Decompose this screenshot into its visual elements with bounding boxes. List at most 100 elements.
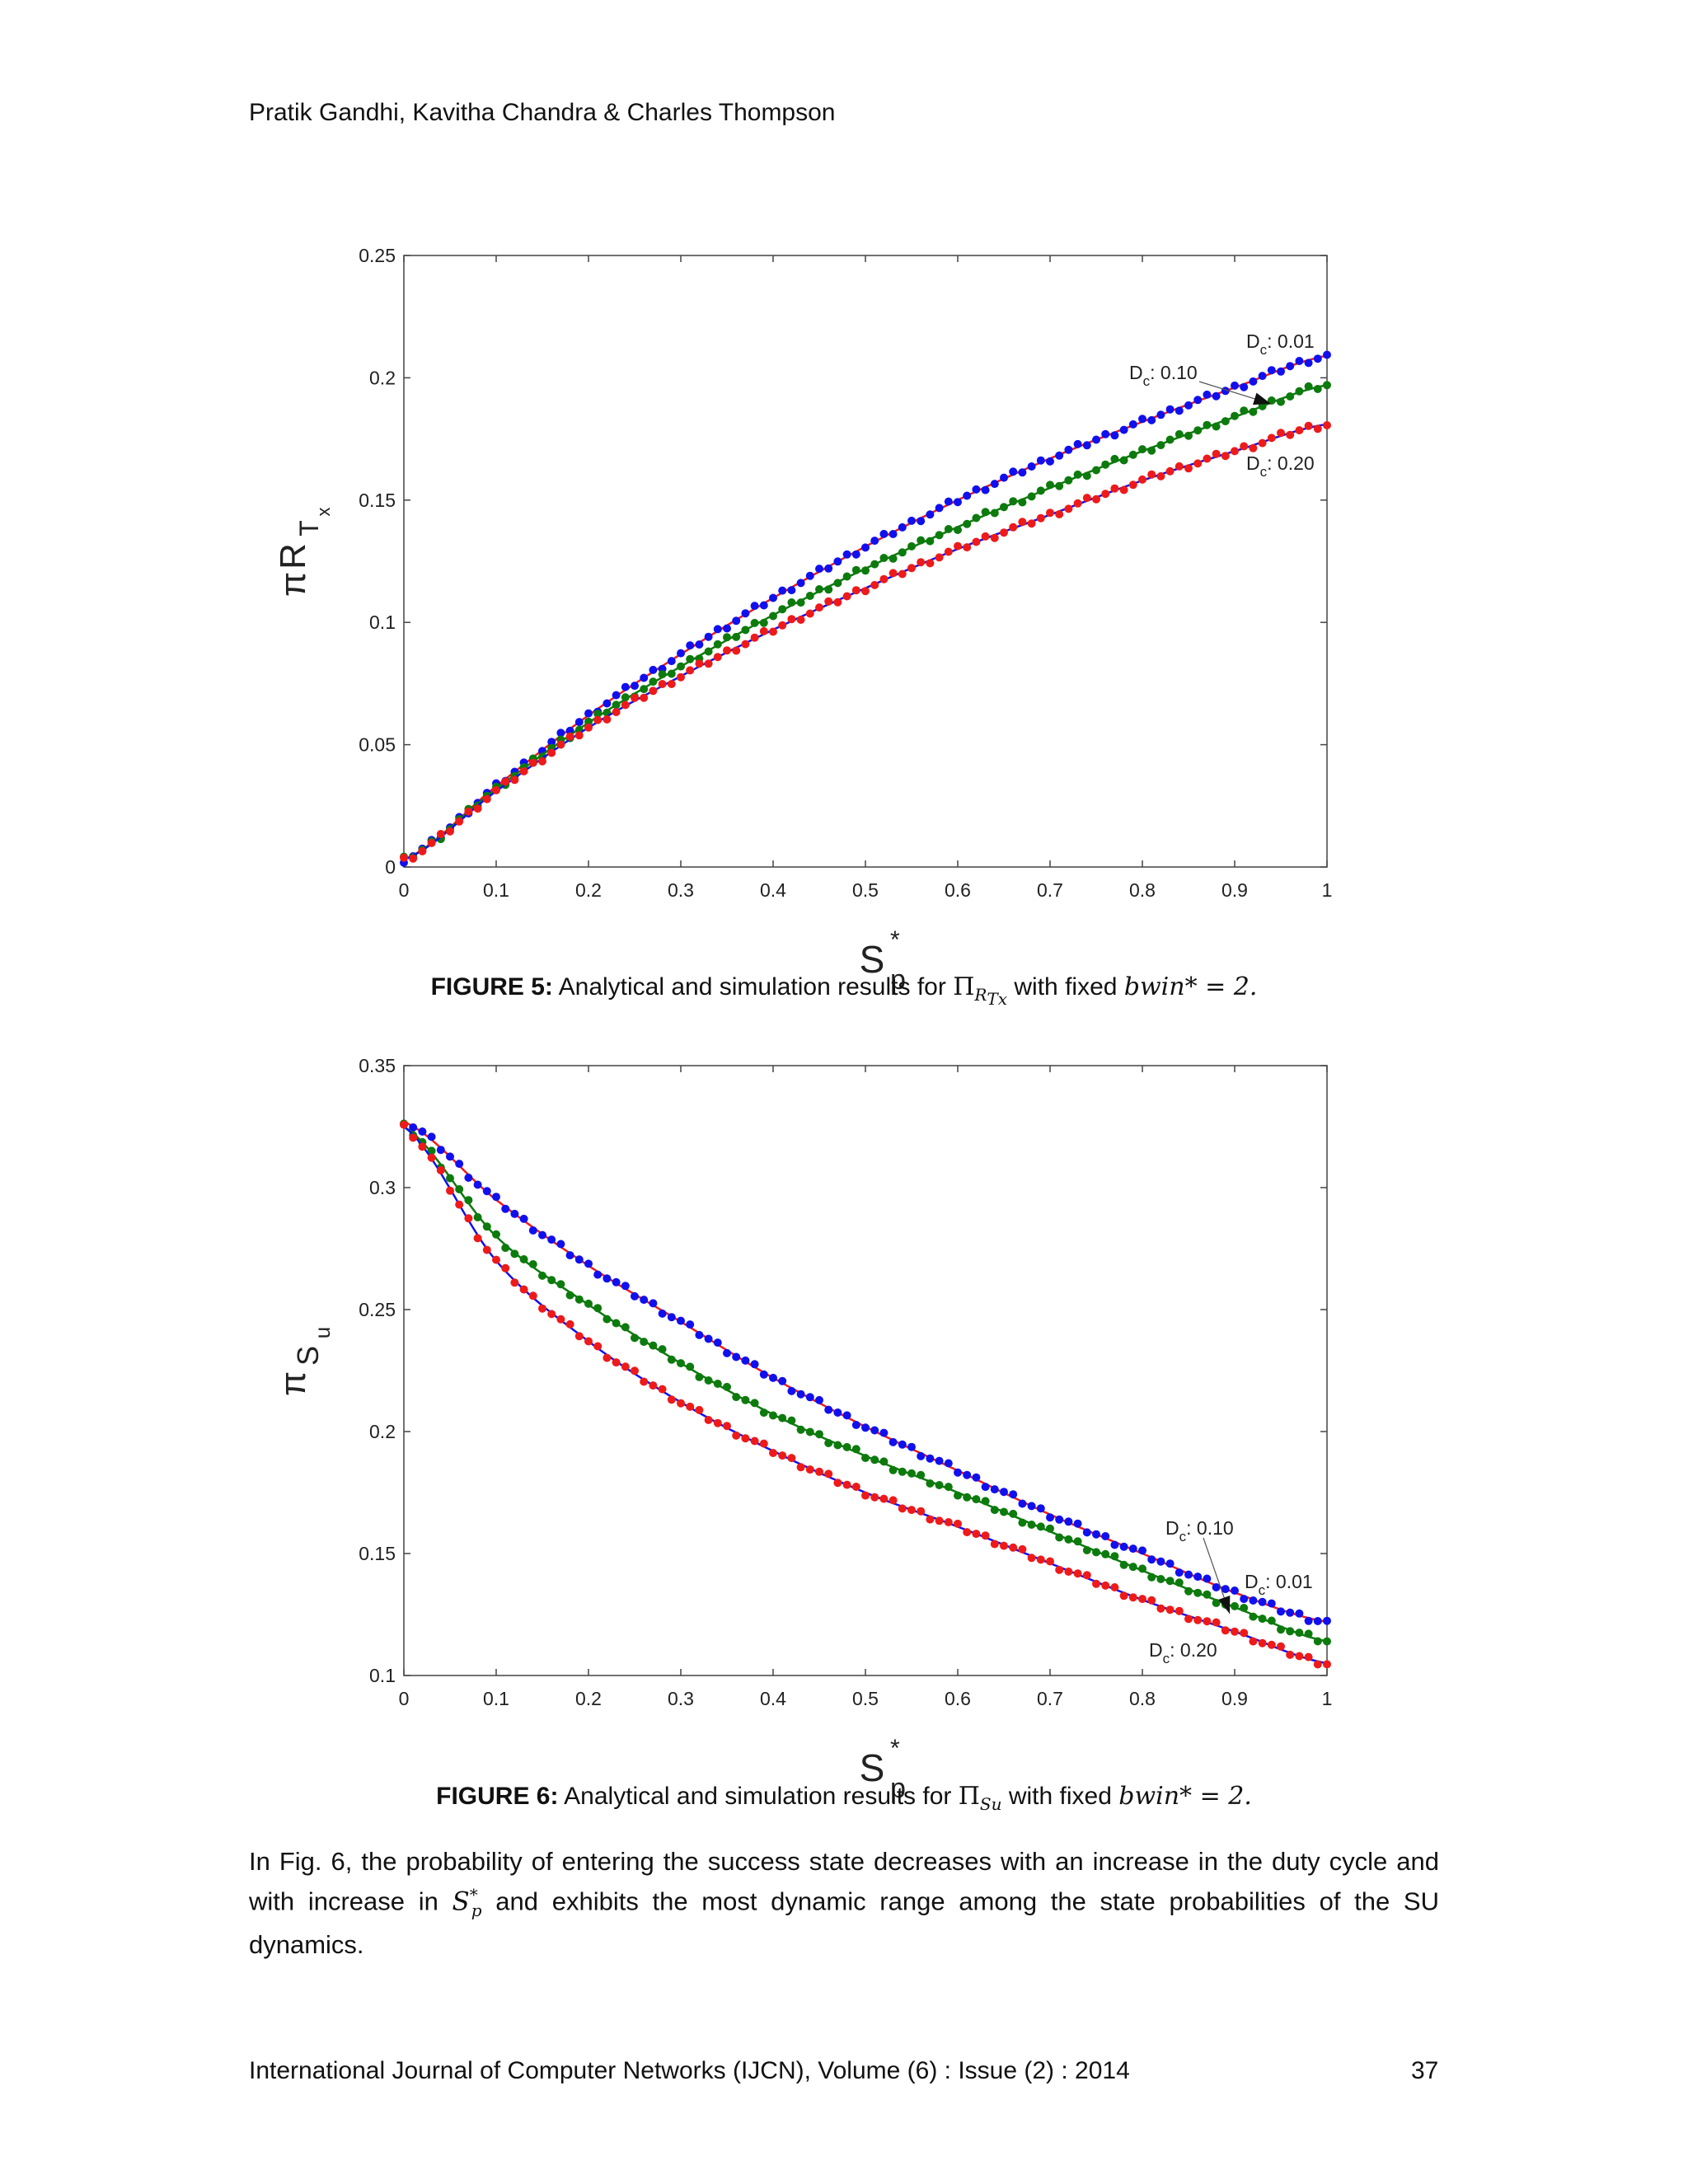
x-tick-label: 0.4 [760, 1688, 786, 1709]
x-axis-label-sup: * [890, 1735, 900, 1762]
series-point-blue [990, 480, 999, 489]
series-point-blue [870, 1426, 879, 1435]
series-point-green [769, 612, 777, 621]
series-point-blue [667, 657, 676, 666]
y-axis-label-u: u [310, 1327, 335, 1338]
series-point-red [778, 1451, 787, 1460]
series-point-blue [649, 665, 658, 674]
series-point-red [1203, 1617, 1212, 1626]
series-point-green [1249, 1612, 1258, 1621]
series-point-green [1092, 466, 1100, 475]
series-point-green [824, 585, 833, 594]
series-point-blue [824, 1405, 833, 1414]
series-point-red [1304, 421, 1313, 430]
series-point-blue [1165, 405, 1175, 414]
series-point-blue [954, 1468, 962, 1477]
series-point-red [1323, 1660, 1331, 1669]
series-point-blue [1110, 1540, 1119, 1549]
series-point-green [972, 1495, 981, 1504]
series-point-blue [1119, 425, 1128, 434]
series-point-green [464, 1196, 473, 1205]
series-point-red [528, 1291, 537, 1301]
series-point-green [1231, 411, 1239, 420]
series-point-blue [944, 1459, 953, 1468]
series-point-red [556, 740, 565, 749]
series-point-blue [1000, 1488, 1008, 1497]
series-point-green [1009, 497, 1018, 506]
series-point-red [1147, 470, 1156, 479]
series-point-red [917, 1507, 926, 1516]
series-point-green [796, 598, 805, 607]
series-point-red [889, 1496, 898, 1505]
series-point-green [990, 509, 999, 518]
series-point-blue [851, 550, 860, 559]
series-point-red [1064, 504, 1073, 513]
series-point-red [990, 533, 999, 542]
series-point-green [528, 1260, 537, 1268]
series-point-green [898, 548, 907, 557]
series-point-red [889, 569, 898, 578]
series-point-blue [1092, 1530, 1100, 1539]
series-point-blue [649, 1299, 658, 1308]
series-point-red [427, 1153, 436, 1162]
series-point-red [1304, 1652, 1313, 1661]
series-point-blue [963, 491, 972, 500]
series-point-red [954, 1519, 962, 1528]
series-point-red [833, 1479, 842, 1488]
figure-6-label: FIGURE 6: [436, 1783, 559, 1810]
series-point-blue [1221, 1585, 1230, 1594]
y-axis-label-t: T [294, 520, 324, 537]
series-point-red [621, 701, 630, 710]
series-point-red [667, 680, 676, 688]
series-point-green [1036, 1522, 1045, 1531]
x-axis-label: S [860, 938, 885, 981]
series-point-red [990, 1540, 999, 1549]
series-point-red [1055, 1565, 1064, 1574]
series-point-green [1073, 470, 1082, 479]
series-point-red [861, 587, 870, 596]
series-point-red [492, 785, 500, 794]
series-point-red [1110, 1583, 1119, 1591]
series-point-red [861, 1491, 870, 1500]
series-point-green [842, 572, 851, 581]
series-point-blue [574, 718, 584, 727]
series-point-red [1055, 510, 1064, 518]
series-point-blue [1184, 1570, 1193, 1579]
series-point-green [492, 1230, 500, 1239]
series-point-blue [510, 1209, 519, 1218]
series-point-green [990, 1506, 999, 1515]
series-point-blue [750, 1360, 759, 1369]
series-point-green [621, 1323, 630, 1332]
series-point-green [1082, 471, 1091, 480]
annotation-label: Dc: 0.20 [1246, 452, 1315, 480]
x-tick-label: 0.1 [483, 879, 509, 901]
series-point-green [1193, 426, 1203, 435]
series-point-blue [1212, 1583, 1221, 1591]
series-point-blue [1203, 1574, 1212, 1583]
series-point-green [584, 1299, 593, 1308]
series-point-red [1240, 1629, 1249, 1638]
series-point-blue [538, 1230, 546, 1240]
series-point-blue [842, 550, 851, 559]
series-point-green [1304, 382, 1313, 391]
series-point-red [409, 1133, 418, 1142]
series-point-red [1156, 471, 1165, 480]
series-point-blue [935, 1456, 944, 1465]
series-point-green [1119, 1560, 1128, 1569]
series-point-green [1082, 1546, 1091, 1554]
x-tick-label: 1 [1322, 879, 1333, 901]
series-point-blue [1212, 391, 1221, 401]
series-point-green [1046, 1524, 1054, 1533]
series-point-blue [870, 537, 879, 546]
series-point-blue [686, 641, 695, 650]
series-point-green [1175, 429, 1184, 438]
series-point-blue [1036, 1504, 1045, 1513]
series-point-red [842, 592, 851, 601]
series-point-blue [621, 1282, 630, 1291]
series-point-blue [723, 1348, 731, 1357]
series-point-green [649, 1341, 658, 1350]
body-sp-sub: p [471, 1900, 482, 1920]
series-point-blue [584, 1259, 593, 1268]
body-sp-sup: * [469, 1885, 478, 1905]
series-point-red [556, 1315, 565, 1324]
